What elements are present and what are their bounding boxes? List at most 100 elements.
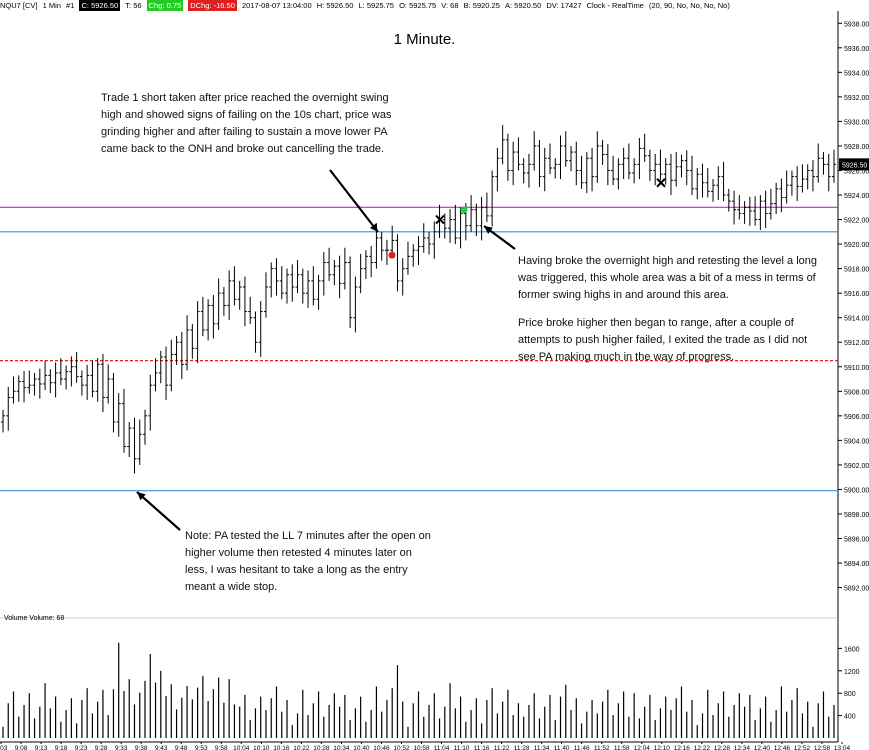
header-id: #1 <box>66 1 75 10</box>
time-tick-label: 9:03 <box>0 745 8 750</box>
price-tick-label: 5898.00 <box>844 512 869 519</box>
price-tick-label: 5894.00 <box>844 561 869 568</box>
time-tick-label: 9:13 <box>35 745 48 750</box>
price-tick-label: 5924.00 <box>844 193 869 200</box>
price-tick-label: 5922.00 <box>844 218 869 225</box>
price-tick-label: 5904.00 <box>844 438 869 445</box>
time-tick-label: 12:40 <box>754 745 771 750</box>
time-tick-label: 12:04 <box>634 745 651 750</box>
time-tick-label: 11:10 <box>454 745 470 750</box>
time-tick-label: 9:08 <box>15 745 28 750</box>
price-tick-label: 5916.00 <box>844 291 869 298</box>
last-price-badge <box>839 158 869 171</box>
time-tick-label: 11:46 <box>574 745 590 750</box>
price-tick-label: 5900.00 <box>844 487 869 494</box>
price-tick-label: 5934.00 <box>844 70 869 77</box>
header-dv: DV: 17427 <box>546 1 582 10</box>
header-high: H: 5926.50 <box>316 1 354 10</box>
time-tick-label: 12:52 <box>794 745 811 750</box>
time-tick-label: 10:04 <box>233 745 250 750</box>
price-tick-label: 5914.00 <box>844 316 869 323</box>
chart-header: NQU7 [CV] 1 Min #1 C: 5926.50 T: 56 Chg:… <box>0 0 869 11</box>
price-tick-label: 5892.00 <box>844 586 869 593</box>
price-tick-label: 5902.00 <box>844 463 869 470</box>
volume-tick-label: 800 <box>844 691 856 698</box>
time-tick-label: 11:40 <box>554 745 570 750</box>
marker-dot <box>388 251 396 259</box>
time-tick-label: 9:58 <box>215 745 228 750</box>
price-tick-label: 5926.00 <box>844 168 869 175</box>
time-tick-label: 11:34 <box>534 745 550 750</box>
price-tick-label: 5930.00 <box>844 119 869 126</box>
arrow-trade1-head <box>369 223 378 232</box>
time-tick-label: 12:46 <box>774 745 791 750</box>
time-tick-label: 10:46 <box>373 745 390 750</box>
header-low: L: 5925.75 <box>358 1 394 10</box>
price-tick-label: 5936.00 <box>844 46 869 53</box>
time-tick-label: 12:58 <box>814 745 831 750</box>
arrow-note-head <box>137 492 146 501</box>
time-tick-label: 9:43 <box>155 745 168 750</box>
price-tick-label: 5908.00 <box>844 389 869 396</box>
price-tick-label: 5918.00 <box>844 267 869 274</box>
time-tick-label: 9:48 <box>175 745 188 750</box>
annotation-note: Note: PA tested the LL 7 minutes after t… <box>185 530 431 593</box>
volume-pane-label: Volume Volume: 68 <box>4 615 65 622</box>
volume-tick-label: 1200 <box>844 669 860 676</box>
header-ask: A: 5920.50 <box>504 1 542 10</box>
price-tick-label: 5910.00 <box>844 365 869 372</box>
time-tick-label: 11:52 <box>594 745 610 750</box>
header-bid: B: 5920.25 <box>463 1 500 10</box>
annotation-range: Price broke higher then began to range, … <box>518 317 808 363</box>
marker-x <box>435 214 445 225</box>
time-tick-label: 10:28 <box>313 745 330 750</box>
time-tick-label: 11:28 <box>514 745 530 750</box>
time-tick-label: 10:40 <box>353 745 370 750</box>
volume-tick-label: 1600 <box>844 646 860 653</box>
time-tick-label: 10:52 <box>393 745 410 750</box>
header-dchg: DChg: -16.50 <box>188 0 237 11</box>
time-tick-label: 12:34 <box>734 745 751 750</box>
time-tick-label: 9:28 <box>95 745 108 750</box>
time-tick-label: 11:58 <box>614 745 630 750</box>
annotation-trade1: Trade 1 short taken after price reached … <box>101 92 392 155</box>
time-tick-label: 9:18 <box>55 745 68 750</box>
time-tick-label: 12:28 <box>714 745 731 750</box>
time-tick-label: 11:04 <box>434 745 450 750</box>
header-chg: Chg: 0.75 <box>146 0 184 11</box>
header-params: (20, 90, No, No, No, No) <box>648 1 730 10</box>
header-open: O: 5925.75 <box>399 1 437 10</box>
header-clock: Clock - RealTime <box>586 1 644 10</box>
arrow-note <box>136 491 181 531</box>
time-tick-label: 10:10 <box>253 745 270 750</box>
price-tick-label: 5920.00 <box>844 242 869 249</box>
price-tick-label: 5906.00 <box>844 414 869 421</box>
chart-title: 1 Minute. <box>393 31 456 48</box>
time-tick-label: 11:16 <box>474 745 490 750</box>
header-t: T: 56 <box>125 1 142 10</box>
time-tick-label: 13:04 <box>834 745 851 750</box>
header-close: C: 5926.50 <box>79 0 121 11</box>
price-tick-label: 5912.00 <box>844 340 869 347</box>
arrow-long-entry-head <box>484 226 493 234</box>
price-tick-label: 5938.00 <box>844 21 869 28</box>
header-interval: 1 Min <box>42 1 61 10</box>
price-tick-label: 5928.00 <box>844 144 869 151</box>
marker-x <box>656 178 666 188</box>
time-tick-label: 10:58 <box>413 745 430 750</box>
price-tick-label: 5932.00 <box>844 95 869 102</box>
volume-tick-label: 400 <box>844 714 856 721</box>
time-tick-label: 12:22 <box>694 745 711 750</box>
time-tick-label: 12:10 <box>654 745 671 750</box>
header-vol: V: 68 <box>441 1 459 10</box>
time-tick-label: 9:53 <box>195 745 208 750</box>
price-tick-label: 5896.00 <box>844 537 869 544</box>
arrow-trade1 <box>329 169 379 233</box>
time-tick-label: 12:16 <box>674 745 691 750</box>
last-price-badge-label: 5926.50 <box>842 162 867 169</box>
time-tick-label: 10:16 <box>273 745 290 750</box>
time-tick-label: 10:22 <box>293 745 310 750</box>
marker-dot <box>460 206 468 214</box>
header-symbol: NQU7 [CV] <box>0 1 38 10</box>
